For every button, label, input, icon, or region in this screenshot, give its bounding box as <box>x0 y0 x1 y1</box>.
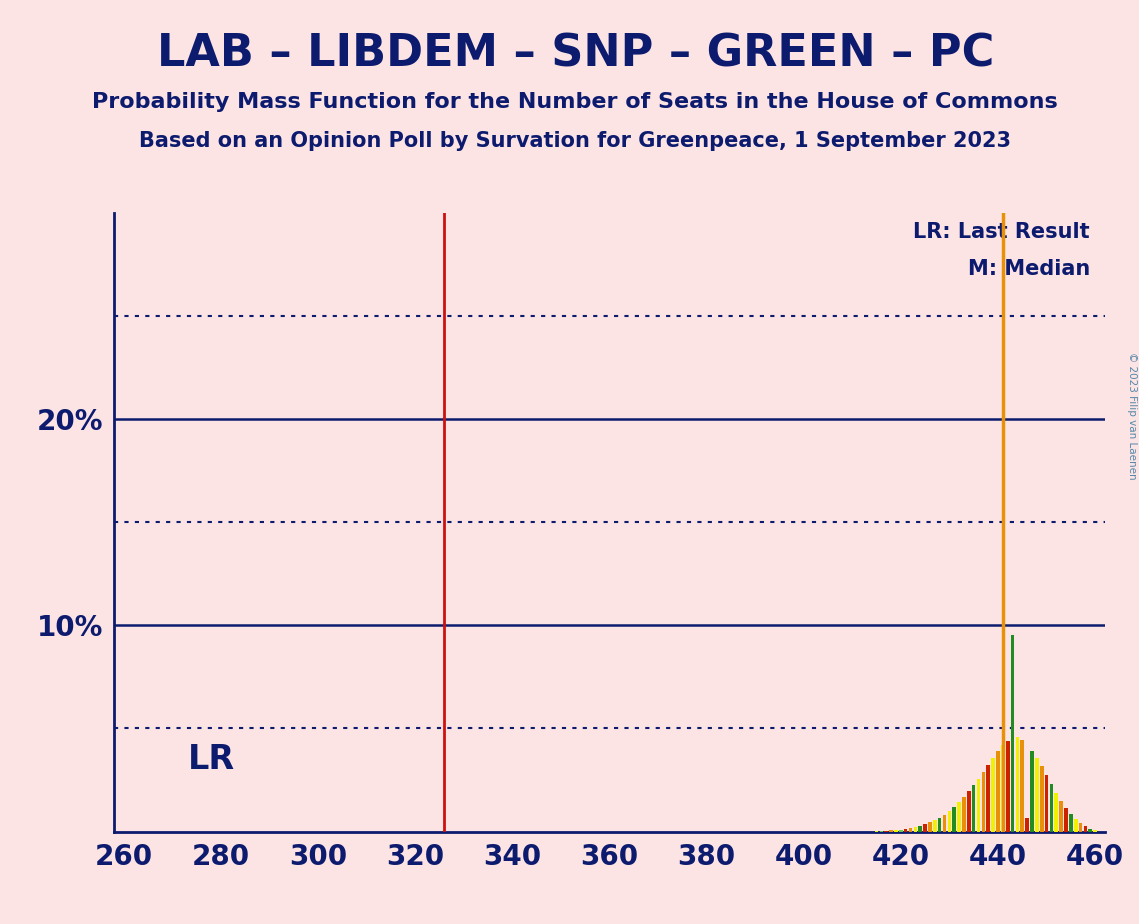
Bar <box>890 831 893 832</box>
Bar <box>957 802 961 832</box>
Bar <box>1044 775 1048 832</box>
Bar <box>1064 808 1067 832</box>
Bar <box>986 765 990 832</box>
Bar <box>1010 635 1015 832</box>
Bar <box>904 829 908 832</box>
Bar <box>924 824 927 832</box>
Bar <box>962 796 966 832</box>
Bar <box>1059 801 1063 832</box>
Bar <box>977 779 981 832</box>
Bar <box>1083 826 1088 832</box>
Bar <box>899 830 902 832</box>
Bar <box>1030 750 1034 832</box>
Bar <box>972 785 975 832</box>
Bar <box>894 830 898 832</box>
Bar <box>1049 784 1054 832</box>
Bar <box>1089 829 1092 832</box>
Bar <box>928 822 932 832</box>
Bar <box>1055 793 1058 832</box>
Text: © 2023 Filip van Laenen: © 2023 Filip van Laenen <box>1126 352 1137 480</box>
Bar <box>1016 737 1019 832</box>
Bar <box>991 758 995 832</box>
Bar <box>1079 823 1082 832</box>
Text: M: Median: M: Median <box>968 259 1090 279</box>
Bar <box>933 821 936 832</box>
Bar <box>943 815 947 832</box>
Bar <box>913 827 917 832</box>
Text: LR: Last Result: LR: Last Result <box>913 222 1090 242</box>
Bar <box>918 826 923 832</box>
Bar <box>1025 818 1029 832</box>
Bar <box>1093 830 1097 832</box>
Bar <box>1040 766 1043 832</box>
Text: Based on an Opinion Poll by Survation for Greenpeace, 1 September 2023: Based on an Opinion Poll by Survation fo… <box>139 131 1011 152</box>
Text: Probability Mass Function for the Number of Seats in the House of Commons: Probability Mass Function for the Number… <box>92 92 1058 113</box>
Bar <box>997 750 1000 832</box>
Bar <box>967 791 970 832</box>
Text: LAB – LIBDEM – SNP – GREEN – PC: LAB – LIBDEM – SNP – GREEN – PC <box>156 32 994 76</box>
Bar <box>1070 814 1073 832</box>
Bar <box>982 772 985 832</box>
Bar <box>1074 820 1077 832</box>
Bar <box>948 811 951 832</box>
Bar <box>909 828 912 832</box>
Bar <box>1035 758 1039 832</box>
Bar <box>1001 746 1005 832</box>
Bar <box>952 807 956 832</box>
Bar <box>1006 741 1009 832</box>
Bar <box>937 818 942 832</box>
Text: LR: LR <box>188 743 236 776</box>
Bar <box>1021 740 1024 832</box>
